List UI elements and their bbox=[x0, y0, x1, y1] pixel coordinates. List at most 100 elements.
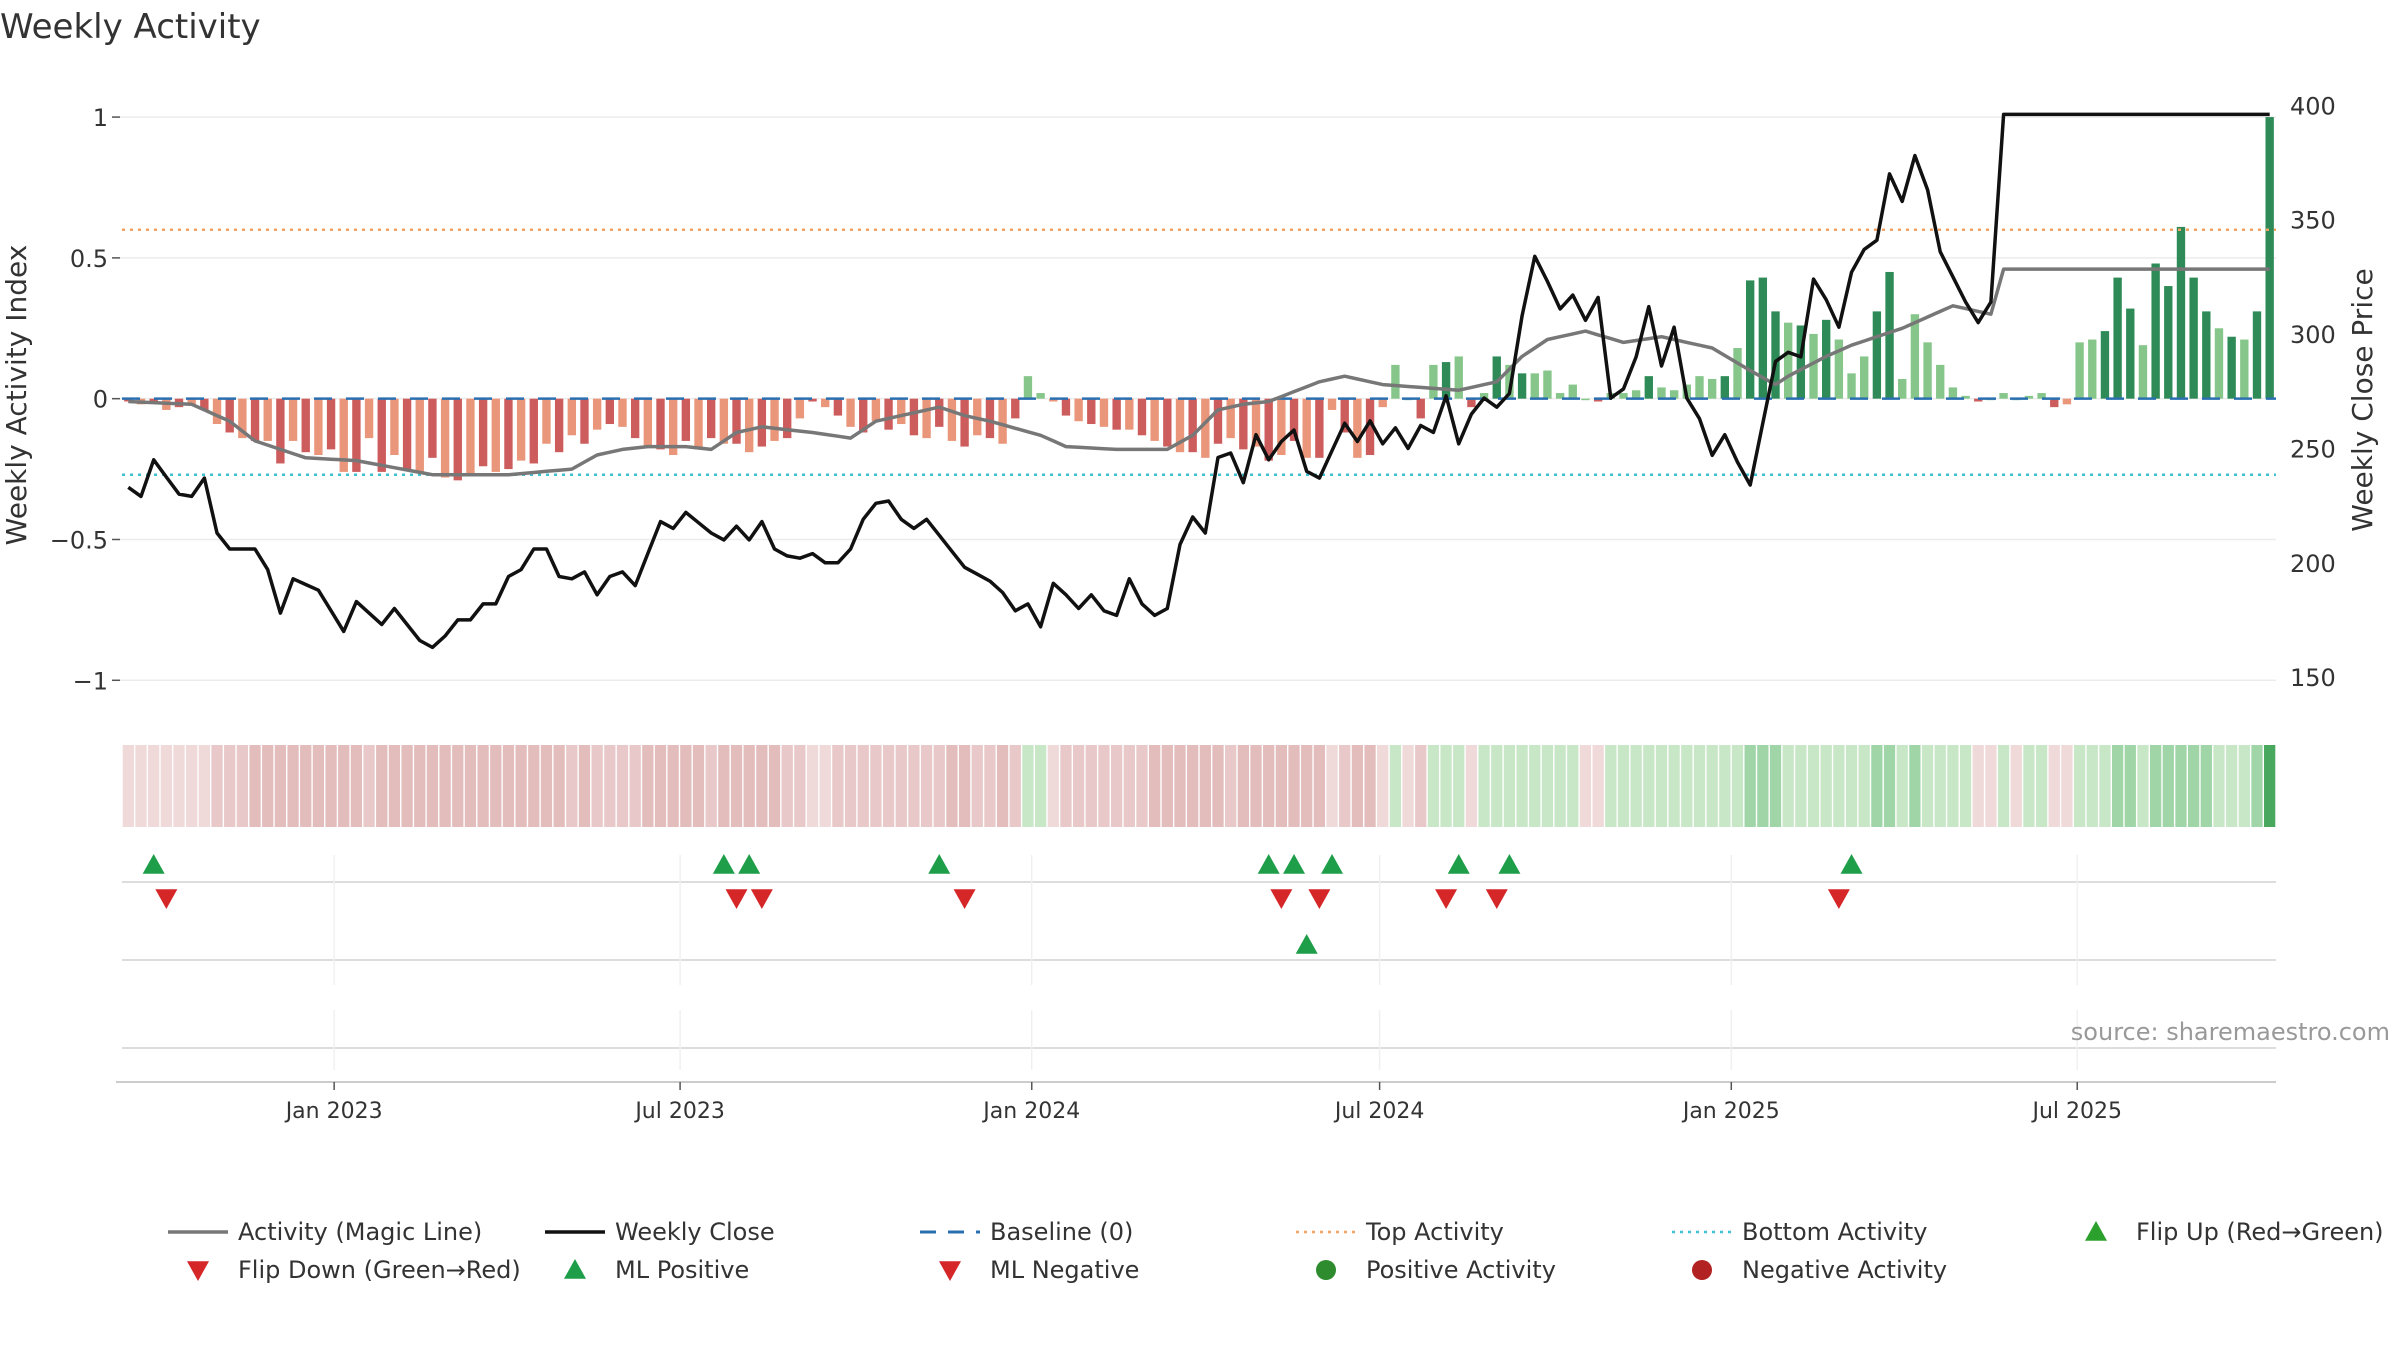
activity-bar bbox=[377, 398, 386, 472]
heat-cell bbox=[654, 745, 667, 827]
heat-cell bbox=[1149, 745, 1161, 827]
activity-bar bbox=[1315, 398, 1324, 458]
heat-cell bbox=[908, 745, 920, 827]
x-tick-label: Jan 2023 bbox=[284, 1099, 383, 1124]
activity-bar bbox=[352, 398, 361, 472]
activity-bar bbox=[1733, 347, 1742, 399]
activity-bar bbox=[1150, 398, 1159, 441]
heat-cell bbox=[477, 745, 489, 827]
activity-bar bbox=[1809, 333, 1818, 399]
heat-cell bbox=[1389, 745, 1402, 827]
ml-positive-marker bbox=[738, 854, 761, 874]
legend-swatch bbox=[939, 1261, 961, 1281]
activity-bar bbox=[212, 398, 222, 425]
heat-cell bbox=[1440, 745, 1452, 827]
activity-bar bbox=[225, 398, 234, 433]
ml-negative-marker bbox=[725, 889, 748, 909]
heat-cell bbox=[718, 745, 730, 827]
heat-cell bbox=[186, 745, 198, 827]
legend-label: Bottom Activity bbox=[1742, 1218, 1927, 1246]
heat-cell bbox=[1845, 745, 1858, 827]
activity-bar bbox=[1251, 398, 1261, 447]
activity-bar bbox=[1061, 398, 1071, 416]
heat-cell bbox=[1187, 745, 1199, 827]
heat-cell bbox=[1085, 745, 1097, 827]
heat-cell bbox=[1655, 745, 1668, 827]
legend-label: Flip Up (Red→Green) bbox=[2136, 1218, 2384, 1246]
legend-label: Weekly Close bbox=[615, 1218, 775, 1246]
activity-bar bbox=[770, 398, 779, 441]
heat-cell bbox=[1934, 745, 1946, 827]
heat-cell bbox=[1136, 745, 1148, 827]
activity-bar bbox=[1847, 373, 1856, 399]
heat-cell bbox=[743, 745, 755, 827]
legend-swatch bbox=[187, 1261, 209, 1281]
heat-cell bbox=[946, 745, 958, 827]
chart-title: Weekly Activity bbox=[0, 7, 261, 47]
activity-bar bbox=[390, 398, 399, 456]
heat-cell bbox=[616, 745, 629, 827]
activity-bar bbox=[453, 398, 462, 481]
flip-up-marker bbox=[1295, 934, 1318, 954]
activity-bar bbox=[1353, 398, 1362, 458]
activity-bar bbox=[504, 398, 513, 470]
heat-cell bbox=[1896, 745, 1908, 827]
activity-bar bbox=[2113, 277, 2122, 399]
legend: Activity (Magic Line) Weekly Close Baselin… bbox=[168, 1218, 2384, 1284]
heat-cell bbox=[1161, 745, 1173, 827]
heat-cell bbox=[553, 745, 565, 827]
activity-bar bbox=[2062, 398, 2072, 405]
activity-bar bbox=[897, 398, 906, 425]
left-tick-label: 0.5 bbox=[70, 245, 108, 273]
activity-bar bbox=[1631, 390, 1641, 399]
activity-bar bbox=[1454, 356, 1463, 399]
heat-cell bbox=[1072, 745, 1085, 827]
activity-bar bbox=[909, 398, 919, 436]
activity-bar bbox=[1834, 339, 1844, 399]
activity-bar bbox=[656, 398, 665, 450]
activity-bars bbox=[124, 117, 2274, 481]
heat-cell bbox=[1123, 745, 1135, 827]
activity-bar bbox=[1695, 376, 1704, 399]
activity-bar bbox=[2176, 226, 2186, 399]
activity-bar bbox=[1277, 398, 1286, 456]
activity-bar bbox=[1365, 398, 1375, 456]
heat-cell bbox=[1921, 745, 1934, 827]
activity-bar bbox=[821, 398, 830, 408]
activity-bar bbox=[1036, 393, 1045, 399]
activity-bar bbox=[1137, 398, 1147, 436]
activity-bar bbox=[1758, 277, 1768, 399]
heat-cell bbox=[705, 745, 717, 827]
activity-bar bbox=[1936, 364, 1945, 399]
activity-bar bbox=[1327, 398, 1337, 410]
heat-cell bbox=[2162, 745, 2174, 827]
heat-cell bbox=[806, 745, 819, 827]
heat-cell bbox=[1034, 745, 1047, 827]
activity-bar bbox=[630, 398, 640, 439]
heat-cell bbox=[2188, 745, 2200, 827]
activity-bar bbox=[567, 398, 576, 436]
heat-cell bbox=[2264, 745, 2276, 827]
activity-bar bbox=[2265, 117, 2274, 399]
heat-cell bbox=[578, 745, 591, 827]
source-note: source: sharemaestro.com bbox=[2071, 1018, 2390, 1046]
heat-cell bbox=[1795, 745, 1807, 827]
activity-bar bbox=[1011, 398, 1020, 419]
heat-cell bbox=[1111, 745, 1123, 827]
heat-cell bbox=[312, 745, 325, 827]
activity-bar bbox=[808, 398, 817, 402]
heat-cell bbox=[1693, 745, 1706, 827]
heat-cell bbox=[1263, 745, 1275, 827]
activity-bar bbox=[1784, 322, 1793, 399]
heat-cell bbox=[528, 745, 540, 827]
activity-bar bbox=[757, 398, 767, 447]
heat-cell bbox=[262, 745, 274, 827]
activity-bar bbox=[1568, 384, 1577, 399]
heat-cell bbox=[1503, 745, 1516, 827]
activity-bar bbox=[795, 398, 805, 419]
heat-cell bbox=[2010, 745, 2022, 827]
activity-bar bbox=[1530, 373, 1539, 399]
activity-bar bbox=[124, 398, 133, 402]
activity-bar bbox=[1049, 398, 1058, 402]
activity-bar bbox=[694, 398, 703, 450]
